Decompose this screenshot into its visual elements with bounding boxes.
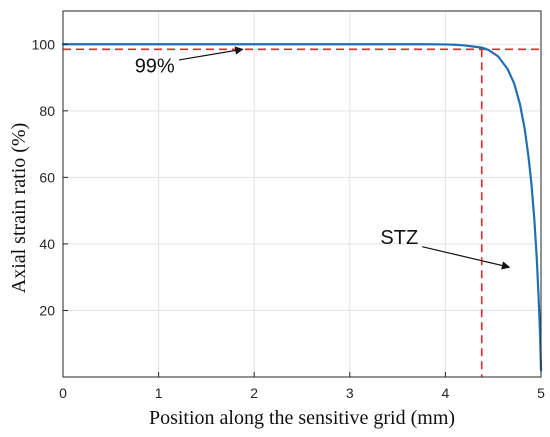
- x-tick-label: 4: [442, 385, 450, 401]
- y-tick-label: 20: [39, 302, 55, 318]
- annotations: 99% STZ: [135, 46, 511, 270]
- y-axis-title: Axial strain ratio (%): [8, 123, 30, 294]
- x-tick-label: 0: [59, 385, 67, 401]
- x-tick-label: 3: [346, 385, 354, 401]
- x-tick-label: 2: [250, 385, 258, 401]
- x-axis-title: Position along the sensitive grid (mm): [149, 407, 455, 429]
- series-layer: [61, 43, 543, 372]
- x-tick-label: 5: [537, 385, 545, 401]
- series-line-0: [61, 43, 543, 372]
- annotation-arrow-0: [178, 46, 244, 61]
- y-tick-label: 40: [39, 236, 55, 252]
- annotation-label-1: STZ: [380, 227, 418, 249]
- plot-frame: [62, 10, 542, 378]
- annotation-arrow-1: [422, 246, 511, 270]
- y-tick-label: 60: [39, 169, 55, 185]
- reference-lines: [63, 48, 541, 377]
- y-tick-label: 100: [32, 36, 56, 52]
- y-tick-label: 80: [39, 103, 55, 119]
- tick-labels: 0 1 2 3 4 5 20 40 60 80 100: [32, 36, 545, 401]
- x-tick-label: 1: [155, 385, 163, 401]
- annotation-label-0: 99%: [135, 56, 175, 78]
